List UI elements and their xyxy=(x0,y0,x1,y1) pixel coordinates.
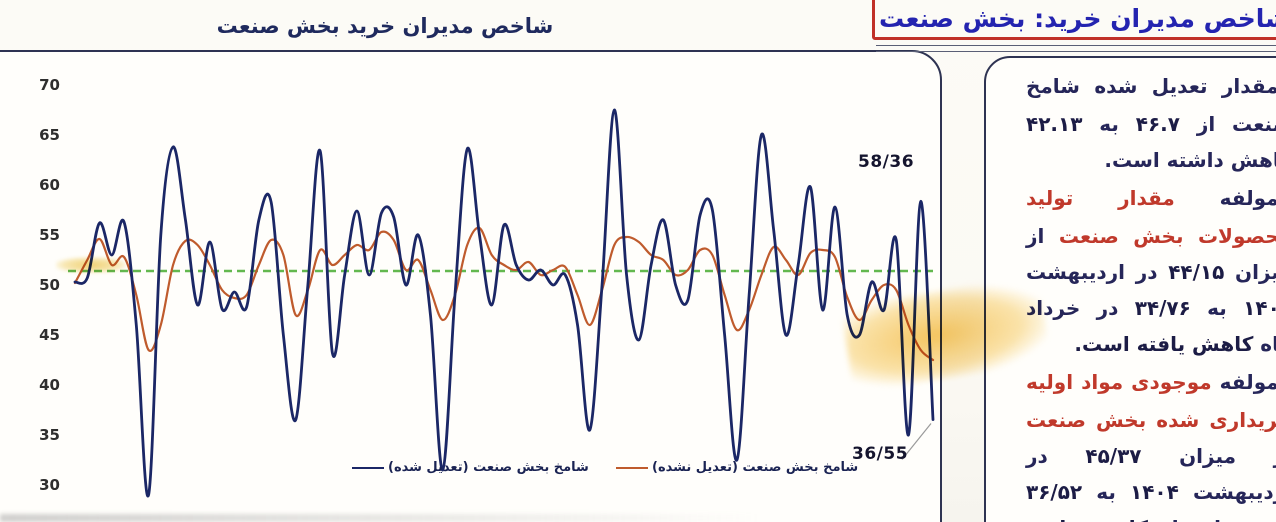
note-text-segment: موجودی مواد اولیه خریداری شده بخش صنعت xyxy=(1026,370,1276,432)
note-text-segment: ۴۴/۱۵ xyxy=(1168,260,1225,284)
svg-text:70: 70 xyxy=(39,76,60,94)
chart-title: شاخص مدیران خرید بخش صنعت xyxy=(216,14,554,38)
legend-line-unadjusted-icon xyxy=(616,466,648,469)
svg-text:65: 65 xyxy=(39,126,60,144)
note-text-segment: ۳۴/۷۶ xyxy=(1134,296,1191,320)
pmi-line-chart: 70 65 60 55 50 45 40 35 30 xyxy=(39,76,935,498)
legend-item-unadjusted: شامخ بخش صنعت (تعدیل نشده) xyxy=(616,460,858,475)
note-text-segment: مقدار تعدیل شده شامخ صنعت از xyxy=(1026,74,1276,136)
note-text-segment: در اردیبهشت xyxy=(1026,444,1276,504)
section-header-title: شاخص مدیران خرید: بخش صنعت xyxy=(879,4,1276,33)
notes-panel: Oمقدار تعدیل شده شامخ صنعت از ۴۶.۷ به ۴۲… xyxy=(984,56,1276,522)
note-text-segment: ۴۵/۳۷ xyxy=(1085,444,1142,468)
svg-text:60: 60 xyxy=(39,176,60,194)
note-text-segment: از میزان xyxy=(1179,444,1276,468)
note-bullet: Oمولفه موجودی مواد اولیه خریداری شده بخش… xyxy=(1026,364,1276,522)
note-text-segment: در خرداد ماه xyxy=(1148,516,1276,522)
note-text-segment: ۱۴۰۴ xyxy=(1243,296,1276,320)
svg-text:40: 40 xyxy=(39,376,60,394)
svg-text:45: 45 xyxy=(39,326,60,344)
svg-text:50: 50 xyxy=(39,276,60,294)
note-text-segment: در اردیبهشت xyxy=(1026,260,1169,284)
note-text-segment: کاهش یافته است. xyxy=(1074,332,1254,356)
note-text-segment: مولفه xyxy=(1174,186,1276,210)
svg-text:35: 35 xyxy=(39,426,60,444)
note-text-segment: به xyxy=(1082,112,1136,136)
note-text-segment: مقدار تولید محصولات بخش صنعت xyxy=(1026,186,1276,248)
scan-edge-shadow xyxy=(0,514,760,522)
notes-bullet-list: Oمقدار تعدیل شده شامخ صنعت از ۴۶.۷ به ۴۲… xyxy=(1026,68,1276,522)
note-text-segment: به xyxy=(1190,296,1244,320)
legend-item-adjusted: شامخ بخش صنعت (تعدیل شده) xyxy=(352,460,589,475)
svg-text:55: 55 xyxy=(39,226,60,244)
note-text-segment: کاهش داشته است. xyxy=(1104,148,1276,172)
note-text-segment: کاهش یافته است. xyxy=(1026,516,1276,522)
note-text-segment: به xyxy=(1082,480,1131,504)
legend-label-unadjusted: شامخ بخش صنعت (تعدیل نشده) xyxy=(652,460,859,475)
note-bullet: Oمولفه مقدار تولید محصولات بخش صنعت از م… xyxy=(1026,180,1276,362)
datapoint-label-peak: 58/36 xyxy=(858,152,915,172)
note-text-segment: ۴۶.۷ xyxy=(1135,112,1180,136)
section-header-box: شاخص مدیران خرید: بخش صنعت xyxy=(872,0,1276,40)
svg-text:30: 30 xyxy=(39,476,60,494)
note-bullet: Oمقدار تعدیل شده شامخ صنعت از ۴۶.۷ به ۴۲… xyxy=(1026,68,1276,178)
legend-label-adjusted: شامخ بخش صنعت (تعدیل شده) xyxy=(388,460,589,475)
note-text-segment: ۳۶/۵۲ xyxy=(1026,480,1083,504)
note-text-segment: ۱۴۰۴ xyxy=(1130,480,1179,504)
note-text-segment: ۴۲.۱۳ xyxy=(1026,112,1083,136)
legend-line-adjusted-icon xyxy=(352,466,384,469)
note-text-segment: از میزان xyxy=(1026,224,1276,284)
datapoint-label-last: 36/55 xyxy=(852,444,909,464)
note-text-segment: مولفه xyxy=(1211,370,1276,394)
header-divider xyxy=(876,45,1276,52)
